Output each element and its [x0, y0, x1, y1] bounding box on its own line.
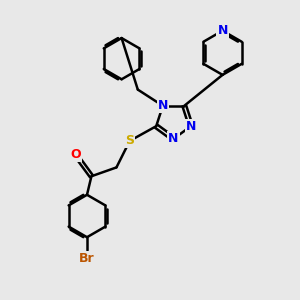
Text: N: N — [158, 99, 168, 112]
Text: O: O — [70, 148, 80, 161]
Text: N: N — [218, 24, 228, 37]
Text: N: N — [186, 120, 196, 133]
Text: S: S — [125, 134, 134, 147]
Text: N: N — [168, 132, 179, 145]
Text: Br: Br — [79, 252, 95, 265]
